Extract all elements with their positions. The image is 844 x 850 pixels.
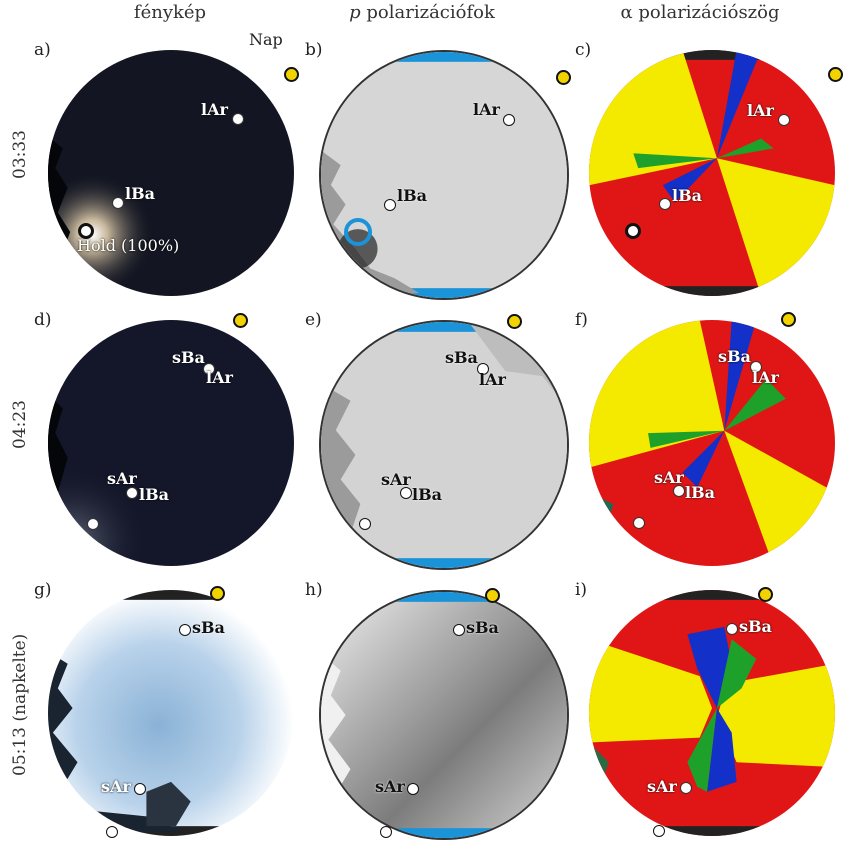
lBa-label: lBa — [139, 485, 169, 504]
sBa-marker — [179, 624, 191, 636]
sun-marker — [758, 587, 773, 602]
lAr-label: lAr — [747, 101, 774, 120]
lBa-label: lBa — [125, 184, 155, 203]
sAr-marker — [407, 783, 419, 795]
sun-marker — [233, 313, 248, 328]
moon-marker — [633, 517, 645, 529]
sky-photo-predawn — [48, 320, 294, 566]
panel-b-degree: b) lAr lBa — [305, 40, 575, 310]
moon-marker — [78, 223, 94, 239]
panel-letter: a) — [34, 40, 51, 60]
lBa-label: lBa — [412, 485, 442, 504]
lAr-label: lAr — [752, 368, 779, 387]
moon-marker — [359, 518, 371, 530]
lBa-label: lBa — [672, 186, 702, 205]
lBa-marker — [673, 485, 685, 497]
panel-letter: d) — [34, 310, 52, 330]
sBa-marker — [726, 623, 738, 635]
row-header-3: 05:13 (napkelte) — [10, 633, 30, 777]
row-header-2: 04:23 — [10, 400, 30, 450]
column-header-photo: fénykép — [133, 2, 207, 23]
panel-i-angle: i) sBa sAr — [575, 580, 844, 850]
sBa-marker — [750, 361, 762, 373]
sAr-label: sAr — [654, 468, 684, 487]
sBa-marker — [203, 363, 215, 375]
panel-e-degree: e) sBa lAr sAr lBa — [305, 310, 575, 580]
sBa-label: sBa — [739, 617, 772, 636]
lAr-marker — [778, 114, 790, 126]
sAr-label: sAr — [107, 469, 137, 488]
column-header-degree-of-polarization: p polarizációfok — [302, 2, 542, 23]
panel-f-angle: f) sBa lAr sAr lBa — [575, 310, 844, 580]
sBa-marker — [453, 624, 465, 636]
sun-marker — [556, 70, 571, 85]
panel-c-angle: c) lAr lBa — [575, 40, 844, 310]
moon-marker — [87, 518, 99, 530]
sAr-label: sAr — [375, 777, 405, 796]
sun-marker — [284, 67, 299, 82]
lBa-label: lBa — [685, 483, 715, 502]
angle-map — [589, 50, 835, 296]
lAr-label: lAr — [201, 100, 228, 119]
sun-label: Nap — [249, 30, 283, 49]
panel-letter: b) — [305, 40, 323, 60]
lBa-marker — [400, 487, 412, 499]
degree-map — [319, 50, 569, 300]
panel-d-photo: d) sBa lAr sAr lBa — [34, 310, 304, 580]
sun-marker — [210, 586, 225, 601]
sAr-marker — [134, 783, 146, 795]
sAr-label: sAr — [647, 777, 677, 796]
lBa-marker — [112, 197, 124, 209]
sAr-marker — [680, 782, 692, 794]
panel-letter: f) — [575, 310, 588, 330]
moon-marker — [106, 826, 118, 838]
angle-map — [589, 590, 835, 836]
lAr-label: lAr — [206, 368, 233, 387]
sun-marker — [828, 67, 843, 82]
moon-label: Hold (100%) — [77, 236, 180, 255]
lAr-marker — [232, 113, 244, 125]
lBa-marker — [659, 198, 671, 210]
lAr-label: lAr — [473, 100, 500, 119]
panel-letter: e) — [305, 310, 322, 330]
moon-marker — [625, 223, 641, 239]
sun-marker — [507, 314, 522, 329]
sBa-marker — [477, 363, 489, 375]
column-header-angle-of-polarization: α polarizációszög — [620, 2, 780, 23]
sBa-label: sBa — [466, 618, 499, 637]
degree-map — [319, 320, 569, 570]
sBa-label: sBa — [445, 348, 478, 367]
sky-photo-night — [48, 50, 294, 296]
panel-g-photo: g) sBa sAr — [34, 580, 304, 850]
moon-marker — [653, 825, 665, 837]
panel-letter: g) — [34, 580, 52, 600]
sBa-label: sBa — [718, 347, 751, 366]
panel-a-photo: a) Nap lAr lBa Hold (100%) — [34, 30, 304, 310]
degree-label: polarizációfok — [366, 2, 495, 23]
sun-marker — [485, 588, 500, 603]
panel-letter: h) — [305, 580, 323, 600]
sBa-label: sBa — [172, 348, 205, 367]
lBa-label: lBa — [397, 186, 427, 205]
moon-marker-highlight — [344, 218, 372, 246]
row-header-1: 03:33 — [10, 130, 30, 180]
panel-letter: c) — [575, 40, 592, 60]
lAr-label: lAr — [479, 370, 506, 389]
sBa-label: sBa — [192, 618, 225, 637]
sAr-label: sAr — [381, 470, 411, 489]
sun-marker — [781, 312, 796, 327]
degree-symbol: p — [349, 2, 361, 23]
lAr-marker — [503, 114, 515, 126]
panel-h-degree: h) sBa sAr — [305, 580, 575, 850]
angle-map — [589, 320, 835, 566]
lBa-marker — [126, 487, 138, 499]
moon-marker — [380, 826, 392, 838]
degree-map — [319, 590, 569, 840]
sky-photo-sunrise — [48, 590, 294, 836]
lBa-marker — [384, 199, 396, 211]
sAr-label: sAr — [101, 777, 131, 796]
panel-letter: i) — [575, 580, 588, 600]
